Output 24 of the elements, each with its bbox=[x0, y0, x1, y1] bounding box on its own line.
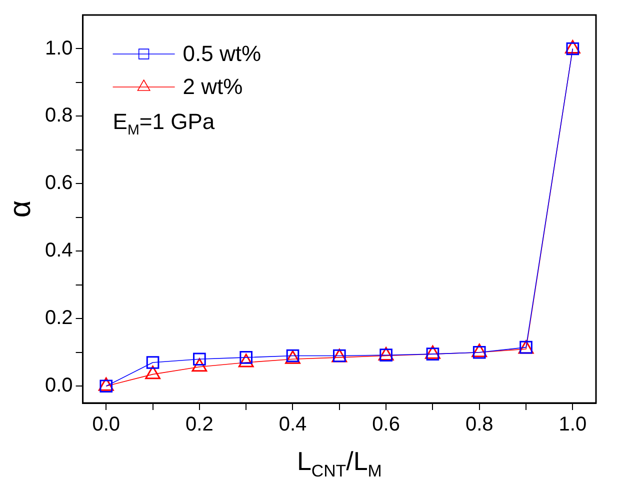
y-tick-label: 0.2 bbox=[44, 307, 73, 330]
x-tick-label: 1.0 bbox=[558, 414, 587, 436]
y-tick-label: 0.0 bbox=[44, 374, 73, 397]
point bbox=[238, 354, 254, 368]
point bbox=[192, 358, 208, 372]
point bbox=[98, 377, 114, 391]
x-tick-label: 0.0 bbox=[92, 414, 120, 436]
x-tick-label: 0.8 bbox=[465, 414, 494, 436]
x-tick-label: 0.2 bbox=[186, 414, 214, 436]
point bbox=[426, 348, 440, 360]
legend-label: 2 wt% bbox=[182, 74, 243, 99]
x-tick-label: 0.4 bbox=[278, 414, 307, 436]
point bbox=[146, 356, 160, 369]
point bbox=[100, 380, 113, 393]
point bbox=[566, 42, 580, 56]
point bbox=[425, 345, 440, 359]
y-tick-label: 0.4 bbox=[44, 240, 73, 262]
y-tick-label: 0.8 bbox=[44, 104, 73, 127]
legend-label: 0.5 wt% bbox=[182, 41, 262, 66]
y-axis-title: α bbox=[4, 200, 37, 218]
y-tick-label: 1.0 bbox=[44, 37, 73, 60]
y-tick-label: 0.6 bbox=[44, 172, 73, 194]
x-tick-label: 0.6 bbox=[372, 414, 400, 436]
point bbox=[145, 366, 160, 380]
